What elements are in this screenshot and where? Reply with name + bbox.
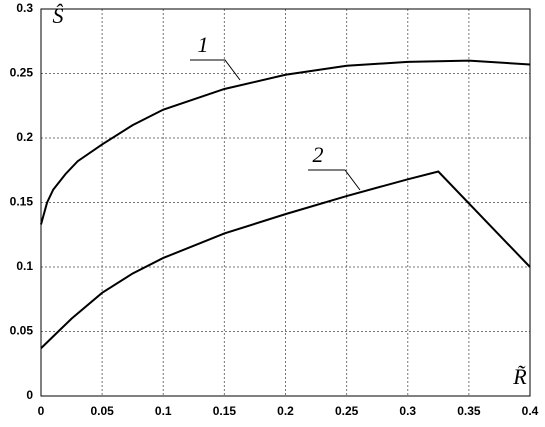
y-axis-label: Ŝ bbox=[53, 3, 64, 28]
leader-line bbox=[308, 169, 361, 191]
x-axis-label: R̃ bbox=[512, 364, 527, 389]
y-tick-label: 0.25 bbox=[10, 66, 34, 80]
y-tick-label: 0.05 bbox=[10, 324, 34, 338]
y-tick-label: 0.2 bbox=[16, 130, 33, 144]
series-label: 2 bbox=[313, 142, 324, 167]
x-tick-label: 0.15 bbox=[213, 404, 237, 418]
y-tick-label: 0.1 bbox=[16, 259, 33, 273]
x-tick-label: 0.05 bbox=[90, 404, 114, 418]
line-series bbox=[40, 59, 531, 225]
x-tick-label: 0.3 bbox=[399, 404, 416, 418]
y-tick-label: 0 bbox=[26, 388, 33, 402]
x-tick-label: 0.25 bbox=[335, 404, 359, 418]
series-label: 1 bbox=[198, 32, 209, 57]
x-tick-label: 0.4 bbox=[522, 404, 539, 418]
x-tick-label: 0.2 bbox=[277, 404, 294, 418]
x-tick-label: 0.1 bbox=[155, 404, 172, 418]
y-tick-label: 0.15 bbox=[10, 195, 34, 209]
line-series bbox=[40, 170, 531, 349]
leader-line bbox=[190, 59, 241, 81]
x-tick-label: 0.35 bbox=[457, 404, 481, 418]
x-tick-label: 0 bbox=[38, 404, 45, 418]
y-tick-label: 0.3 bbox=[16, 1, 33, 15]
plot-frame bbox=[40, 8, 531, 397]
